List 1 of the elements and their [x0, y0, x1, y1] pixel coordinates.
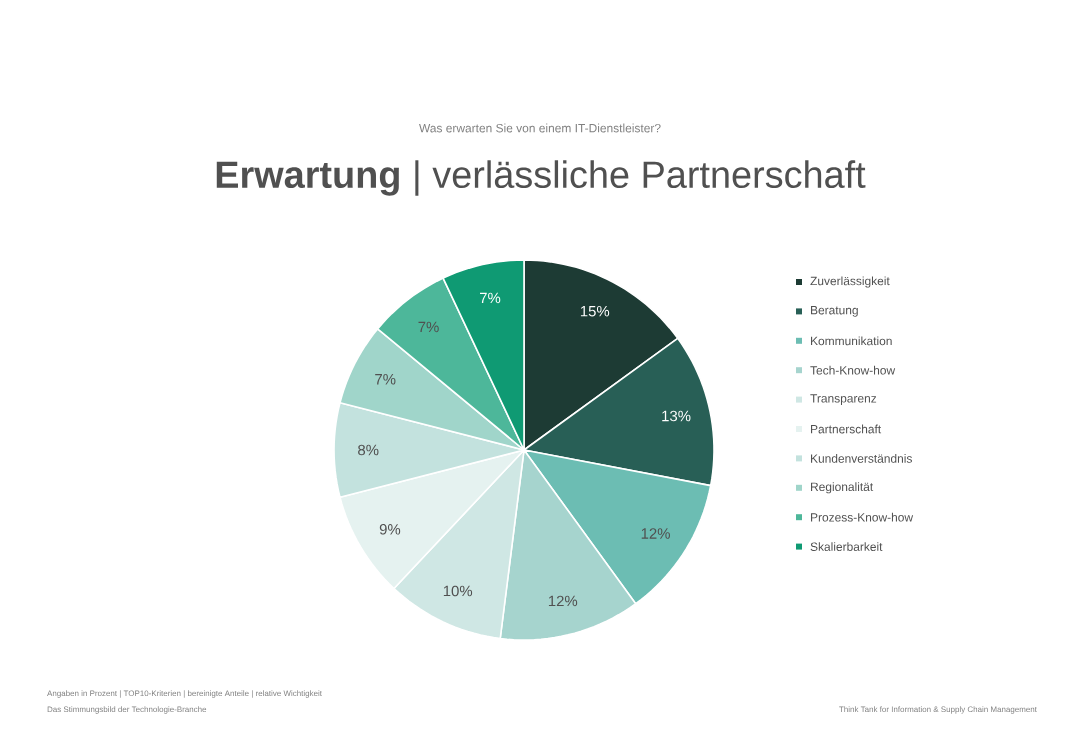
chart-title: Erwartung | verlässliche Partnerschaft — [216, 160, 866, 196]
